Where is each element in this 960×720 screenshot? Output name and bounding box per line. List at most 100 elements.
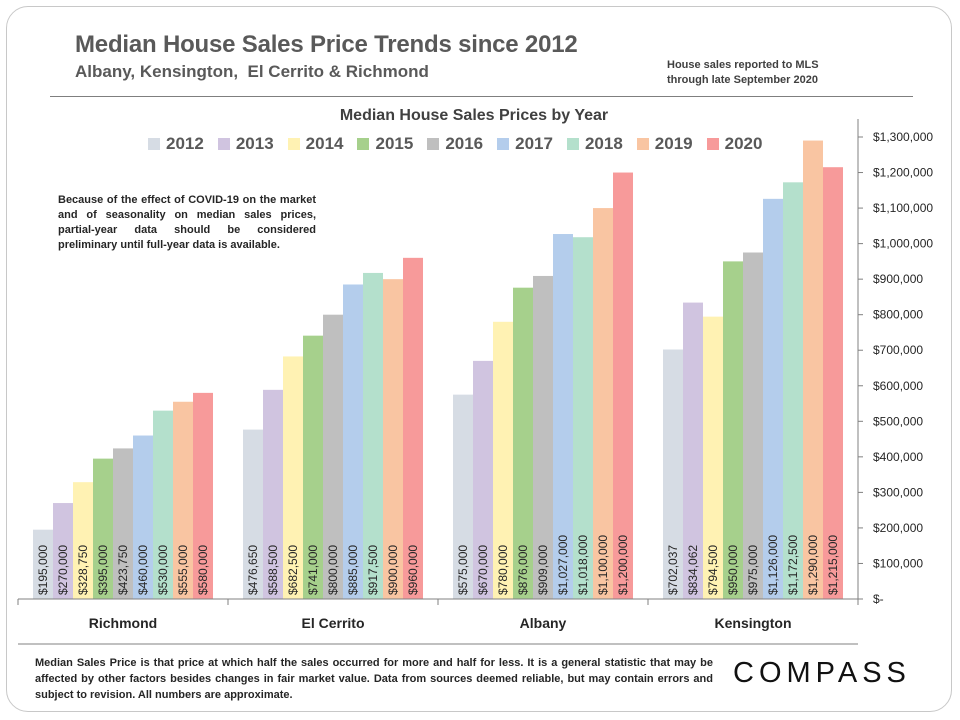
- legend-swatch: [566, 138, 579, 150]
- bar-kensington-2018: [783, 182, 803, 600]
- bar-richmond-2013: [53, 503, 73, 599]
- footer-disclaimer: Median Sales Price is that price at whic…: [35, 657, 713, 701]
- bar-data-label: $270,000: [56, 545, 70, 595]
- bar-data-label: $876,000: [516, 545, 530, 595]
- y-tick-label: $500,000: [873, 414, 923, 428]
- category-label: El Cerrito: [301, 615, 364, 631]
- legend-label: 2017: [515, 134, 553, 153]
- legend-swatch: [217, 138, 230, 150]
- legend-swatch: [636, 138, 649, 150]
- bar-data-label: $1,018,000: [576, 535, 590, 595]
- category-label: Kensington: [715, 615, 792, 631]
- bar-data-label: $909,000: [536, 545, 550, 595]
- bar-richmond-2020: [193, 392, 213, 599]
- legend-swatch: [706, 138, 719, 150]
- bar-data-label: $682,500: [286, 545, 300, 595]
- header-divider: [50, 96, 913, 97]
- legend-swatch: [148, 138, 160, 150]
- data-source-note-line1: House sales reported to MLS: [667, 59, 819, 71]
- legend-item-2014: 2014: [287, 134, 344, 154]
- bar-data-label: $580,000: [196, 545, 210, 595]
- y-tick-label: $400,000: [873, 450, 923, 464]
- bar-el-cerrito-2013: [263, 389, 283, 599]
- bar-kensington-2017: [763, 198, 783, 600]
- bar-data-label: $476,650: [246, 545, 260, 595]
- bar-data-label: $395,000: [96, 545, 110, 595]
- bar-data-label: $1,027,000: [556, 535, 570, 595]
- y-tick-label: $900,000: [873, 272, 923, 286]
- bar-el-cerrito-2017: [343, 284, 363, 599]
- legend-swatch: [287, 138, 300, 150]
- bar-albany-2020: [613, 172, 633, 600]
- category-label: Albany: [520, 615, 567, 631]
- bar-data-label: $1,215,000: [826, 535, 840, 595]
- legend-label: 2012: [166, 134, 204, 153]
- legend-label: 2015: [375, 134, 414, 153]
- page-subtitle: Albany, Kensington, El Cerrito & Richmon…: [75, 62, 429, 81]
- page-title: Median House Sales Price Trends since 20…: [75, 31, 578, 58]
- bar-data-label: $741,000: [306, 545, 320, 595]
- legend-item-2019: 2019: [636, 134, 693, 154]
- bar-albany-2017: [553, 234, 573, 599]
- bar-kensington-2012: [663, 349, 683, 599]
- bar-data-label: $423,750: [116, 545, 130, 595]
- legend-item-2012: 2012: [148, 134, 204, 154]
- chart-legend: 2012 2013 2014 2015 2016 2017 2018 2019 2020: [148, 134, 776, 154]
- y-tick-label: $100,000: [873, 556, 923, 570]
- bar-data-label: $1,126,000: [766, 535, 780, 595]
- bar-data-label: $588,500: [266, 545, 280, 595]
- legend-swatch: [427, 138, 440, 150]
- data-source-note-line2: through late September 2020: [667, 74, 818, 86]
- legend-label: 2018: [584, 134, 623, 153]
- legend-swatch: [497, 138, 510, 150]
- legend-label: 2014: [305, 134, 344, 153]
- bar-richmond-2016: [113, 448, 133, 599]
- bar-data-label: $575,000: [456, 545, 470, 595]
- bar-el-cerrito-2020: [403, 257, 423, 599]
- bar-richmond-2014: [73, 482, 93, 599]
- y-tick-label: $1,100,000: [873, 201, 933, 215]
- y-tick-label: $-: [873, 592, 884, 606]
- bar-albany-2015: [513, 287, 533, 599]
- bar-richmond-2019: [173, 401, 193, 599]
- bar-albany-2018: [573, 237, 593, 600]
- bar-kensington-2013: [683, 302, 703, 599]
- legend-label: 2013: [235, 134, 274, 153]
- legend-item-2013: 2013: [217, 134, 274, 154]
- y-tick-label: $600,000: [873, 379, 923, 393]
- bar-data-label: $1,290,000: [806, 535, 820, 595]
- legend-item-2015: 2015: [357, 134, 413, 154]
- bar-el-cerrito-2019: [383, 279, 403, 599]
- bar-data-label: $195,000: [36, 545, 50, 595]
- bar-data-label: $702,037: [666, 545, 680, 595]
- bar-el-cerrito-2014: [283, 356, 303, 599]
- legend-label: 2019: [654, 134, 693, 153]
- y-tick-label: $1,200,000: [873, 166, 933, 180]
- y-tick-label: $1,300,000: [873, 130, 933, 144]
- bar-kensington-2015: [723, 261, 743, 599]
- bar-albany-2012: [453, 394, 473, 599]
- bar-richmond-2015: [93, 458, 113, 599]
- bar-kensington-2014: [703, 316, 723, 599]
- chart-title: Median House Sales Prices by Year: [339, 107, 609, 124]
- bar-data-label: $460,000: [136, 545, 150, 595]
- bar-el-cerrito-2018: [363, 272, 383, 599]
- bar-kensington-2020: [823, 167, 843, 599]
- bar-data-label: $960,000: [406, 545, 420, 595]
- bar-data-label: $794,500: [706, 545, 720, 595]
- y-tick-label: $200,000: [873, 521, 923, 535]
- bar-data-label: $328,750: [76, 545, 90, 595]
- legend-item-2017: 2017: [497, 134, 553, 154]
- category-label: Richmond: [89, 615, 157, 631]
- bar-data-label: $1,200,000: [616, 535, 630, 595]
- bar-kensington-2019: [803, 140, 823, 600]
- bar-richmond-2012: [33, 529, 53, 599]
- bar-data-label: $917,500: [366, 545, 380, 595]
- y-tick-label: $700,000: [873, 343, 923, 357]
- covid-note: Because of the effect of COVID-19 on the…: [58, 194, 316, 251]
- bar-data-label: $885,000: [346, 545, 360, 595]
- legend-item-2018: 2018: [566, 134, 623, 154]
- bar-data-label: $530,000: [156, 545, 170, 595]
- bar-data-label: $900,000: [386, 545, 400, 595]
- y-tick-label: $1,000,000: [873, 237, 933, 251]
